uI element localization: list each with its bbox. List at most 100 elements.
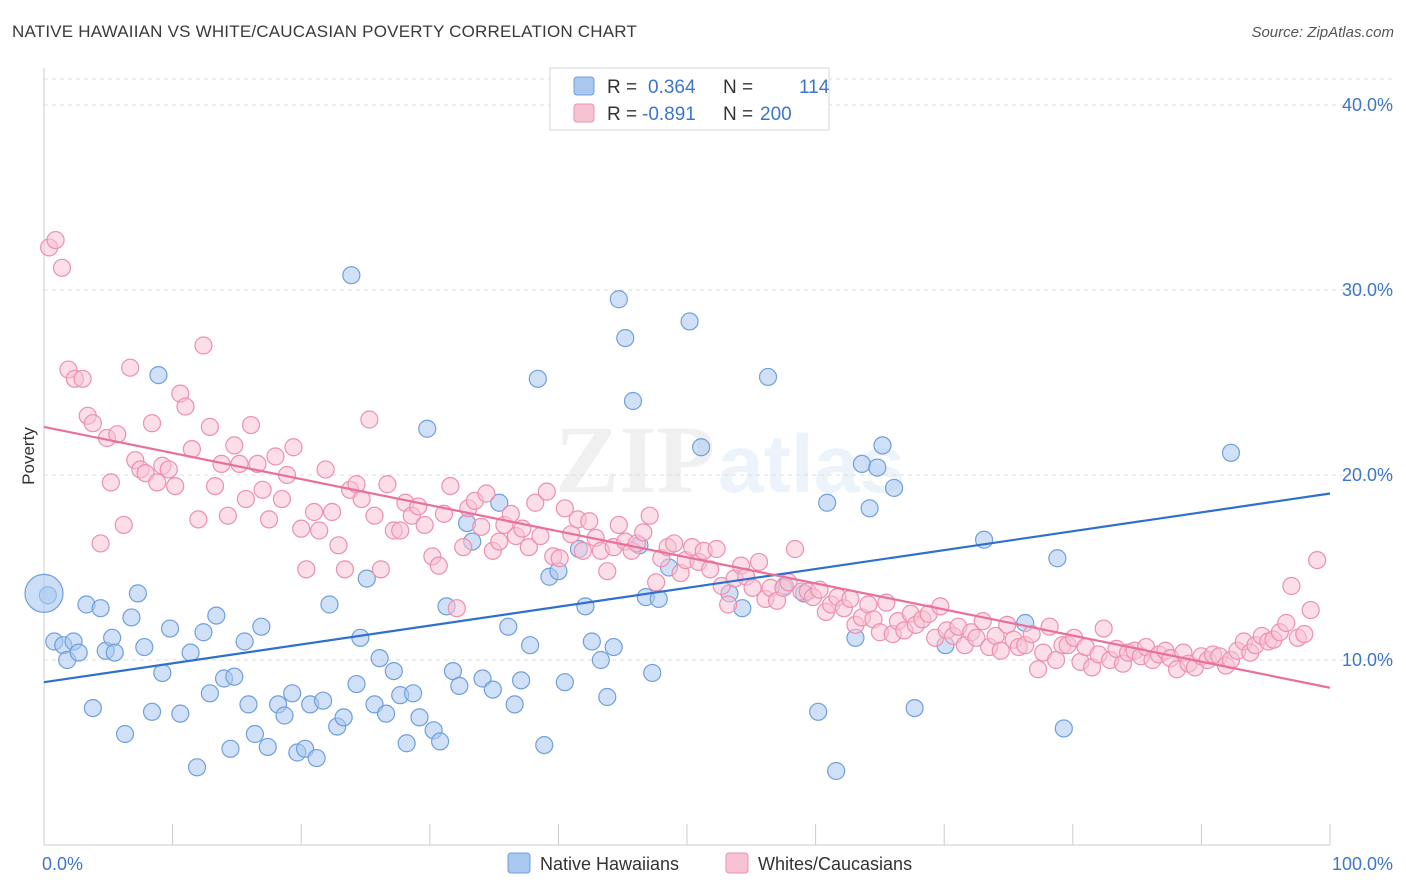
- data-point-whites-caucasians: [1022, 624, 1041, 644]
- data-point-whites-caucasians: [454, 538, 473, 557]
- data-point-native-hawaiians: [884, 478, 904, 498]
- data-point-whites-caucasians: [429, 556, 448, 575]
- data-point-whites-caucasians: [253, 480, 272, 499]
- data-point-native-hawaiians-large: [24, 573, 64, 614]
- legend-r-value-2: -0.891: [642, 104, 696, 125]
- data-point-native-hawaiians: [582, 632, 601, 651]
- data-point-whites-caucasians: [166, 477, 185, 496]
- data-point-whites-caucasians: [316, 460, 335, 479]
- data-point-native-hawaiians: [320, 595, 339, 614]
- data-point-native-hawaiians: [283, 684, 302, 703]
- data-point-whites-caucasians: [292, 519, 311, 538]
- data-point-native-hawaiians: [643, 663, 662, 683]
- data-point-whites-caucasians: [335, 560, 355, 579]
- data-point-native-hawaiians: [103, 628, 122, 647]
- data-point-whites-caucasians: [329, 536, 348, 555]
- legend-n-value-2: 200: [760, 104, 792, 125]
- data-point-native-hawaiians: [604, 637, 623, 657]
- x-tick-label-max: 100.0%: [1332, 854, 1393, 874]
- data-point-native-hawaiians: [528, 369, 547, 388]
- legend-swatch-blue: [573, 76, 595, 96]
- data-point-native-hawaiians: [430, 732, 450, 751]
- data-point-native-hawaiians: [1048, 549, 1067, 568]
- data-point-native-hawaiians: [384, 661, 403, 681]
- data-point-whites-caucasians: [225, 436, 244, 455]
- legend-n-label-2: N =: [723, 104, 753, 125]
- data-point-native-hawaiians: [376, 704, 396, 723]
- data-point-native-hawaiians: [483, 680, 502, 699]
- data-point-whites-caucasians: [1295, 624, 1314, 644]
- data-point-native-hawaiians: [357, 569, 376, 588]
- data-point-whites-caucasians: [159, 460, 178, 479]
- data-point-whites-caucasians: [371, 560, 391, 579]
- bottom-legend-swatch-pink: [725, 852, 749, 874]
- data-point-whites-caucasians: [415, 515, 434, 535]
- data-point-whites-caucasians: [441, 477, 460, 496]
- data-point-native-hawaiians: [115, 724, 135, 744]
- data-point-native-hawaiians: [149, 366, 168, 385]
- data-point-native-hawaiians: [347, 674, 366, 694]
- data-point-whites-caucasians: [472, 517, 491, 536]
- data-point-native-hawaiians: [128, 584, 147, 603]
- data-point-whites-caucasians: [360, 410, 379, 429]
- data-point-native-hawaiians: [187, 758, 207, 777]
- data-point-whites-caucasians: [743, 578, 762, 597]
- data-point-native-hawaiians: [105, 643, 124, 662]
- data-point-whites-caucasians: [991, 641, 1010, 660]
- data-point-native-hawaiians: [873, 436, 892, 455]
- data-point-native-hawaiians: [499, 617, 518, 636]
- data-point-whites-caucasians: [236, 489, 256, 509]
- data-point-native-hawaiians: [142, 702, 162, 721]
- data-point-whites-caucasians: [707, 539, 726, 559]
- data-point-whites-caucasians: [83, 414, 102, 433]
- series-legend: Native Hawaiians Whites/Caucasians: [507, 852, 912, 874]
- data-point-native-hawaiians: [905, 698, 924, 718]
- data-point-native-hawaiians: [122, 608, 141, 627]
- data-point-whites-caucasians: [205, 477, 225, 496]
- data-point-native-hawaiians: [235, 632, 254, 651]
- data-point-native-hawaiians: [403, 684, 423, 703]
- data-point-native-hawaiians: [91, 599, 110, 618]
- data-point-native-hawaiians: [69, 643, 88, 662]
- data-point-whites-caucasians: [248, 454, 267, 473]
- data-point-native-hawaiians: [221, 739, 240, 758]
- data-point-whites-caucasians: [749, 552, 769, 572]
- data-point-native-hawaiians: [313, 691, 333, 710]
- data-point-whites-caucasians: [91, 534, 110, 553]
- data-point-native-hawaiians: [342, 266, 361, 285]
- data-point-whites-caucasians: [580, 512, 599, 531]
- y-tick-label: 30.0%: [1342, 280, 1393, 300]
- data-point-native-hawaiians: [860, 499, 879, 518]
- data-point-native-hawaiians: [245, 724, 265, 744]
- data-point-native-hawaiians: [275, 706, 294, 725]
- data-point-native-hawaiians: [207, 606, 226, 625]
- data-point-whites-caucasians: [1282, 576, 1301, 596]
- legend-n-label-1: N =: [723, 77, 753, 98]
- data-point-whites-caucasians: [1094, 619, 1113, 638]
- data-point-native-hawaiians: [258, 737, 277, 757]
- data-point-whites-caucasians: [1308, 550, 1327, 570]
- data-point-native-hawaiians: [370, 649, 389, 668]
- data-point-whites-caucasians: [73, 369, 92, 388]
- legend-r-value-1: 0.364: [648, 77, 696, 98]
- data-point-native-hawaiians: [591, 650, 610, 670]
- data-point-native-hawaiians: [827, 761, 846, 781]
- data-point-whites-caucasians: [640, 506, 659, 525]
- data-point-whites-caucasians: [490, 532, 509, 551]
- data-point-whites-caucasians: [218, 506, 237, 525]
- data-point-whites-caucasians: [266, 447, 285, 466]
- data-point-native-hawaiians: [852, 454, 871, 473]
- data-point-whites-caucasians: [573, 541, 592, 560]
- data-point-native-hawaiians: [623, 391, 643, 411]
- data-point-whites-caucasians: [477, 484, 496, 503]
- data-point-native-hawaiians: [616, 329, 635, 348]
- data-point-native-hawaiians: [818, 493, 837, 512]
- trend-line-native-hawaiians: [43, 492, 1331, 684]
- data-point-native-hawaiians: [868, 458, 887, 477]
- data-point-native-hawaiians: [252, 617, 271, 636]
- data-point-native-hawaiians: [450, 676, 469, 696]
- data-point-whites-caucasians: [304, 502, 324, 522]
- chart-source: Source: ZipAtlas.com: [1251, 24, 1394, 41]
- data-point-native-hawaiians: [153, 663, 172, 683]
